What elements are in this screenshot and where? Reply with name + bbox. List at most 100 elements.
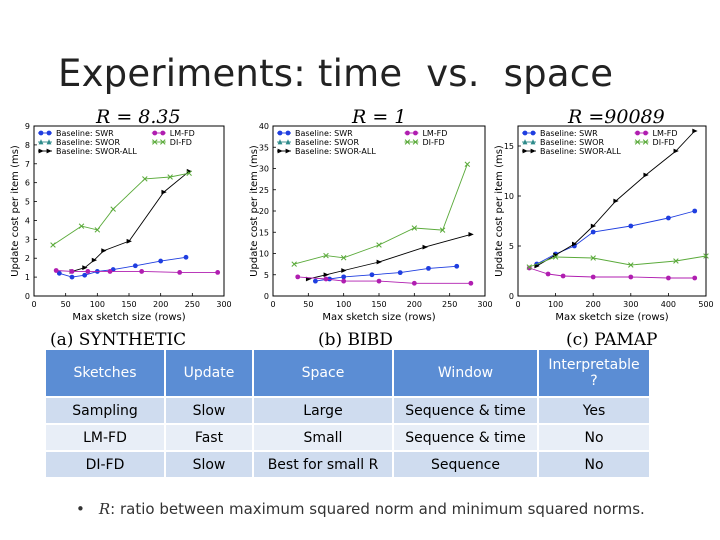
bullet-dot-icon: • bbox=[76, 500, 85, 518]
data-point bbox=[341, 268, 347, 273]
chart-pamap: 0 100 200 300 400 500 0 5 10 15 Max sketch size (r… bbox=[494, 125, 714, 323]
data-point bbox=[468, 280, 474, 286]
table-header-cell: Window bbox=[394, 350, 537, 396]
table-cell: Best for small R bbox=[254, 452, 392, 477]
data-point bbox=[590, 274, 596, 280]
chart-bibd: 0 50 100 150 200 250 300 0 5 10 15 20 25 30 35 40 Max sk… bbox=[249, 122, 493, 323]
data-point bbox=[560, 273, 566, 279]
data-point bbox=[295, 274, 301, 280]
data-point bbox=[291, 261, 297, 267]
data-point bbox=[572, 241, 578, 247]
footnote-bullet: • R: ratio between maximum squared norm a… bbox=[76, 500, 645, 518]
data-point bbox=[341, 274, 347, 280]
data-point bbox=[139, 269, 145, 274]
x-axis-label: Max sketch size (rows) bbox=[72, 312, 185, 323]
y-tick-label: 15 bbox=[504, 142, 514, 151]
series-line-5 bbox=[529, 255, 707, 268]
data-point bbox=[313, 278, 318, 284]
table-header-cell: Space bbox=[254, 350, 392, 396]
data-point bbox=[590, 255, 596, 261]
legend-entry: Baseline: SWR bbox=[277, 129, 353, 138]
data-point bbox=[369, 272, 375, 278]
data-point bbox=[323, 276, 329, 282]
x-tick-label: 0 bbox=[515, 300, 520, 309]
data-point bbox=[110, 206, 116, 212]
x-tick-label: 300 bbox=[477, 300, 492, 309]
x-tick-label: 200 bbox=[153, 300, 168, 309]
data-point bbox=[56, 270, 62, 276]
data-point bbox=[161, 189, 167, 195]
y-tick-label: 15 bbox=[259, 228, 269, 237]
data-point bbox=[590, 223, 597, 229]
data-point bbox=[552, 254, 559, 260]
data-point bbox=[439, 227, 446, 233]
data-point bbox=[628, 262, 634, 268]
legend-label: DI-FD bbox=[653, 138, 675, 147]
data-point bbox=[703, 253, 709, 259]
y-axis-label: Update cost per item (ms) bbox=[249, 145, 260, 277]
data-point bbox=[411, 280, 417, 286]
x-tick-label: 0 bbox=[270, 300, 275, 309]
data-point bbox=[692, 128, 698, 134]
legend-label: Baseline: SWOR bbox=[540, 138, 604, 147]
legend-entry: Baseline: SWOR bbox=[38, 138, 120, 147]
data-point bbox=[545, 271, 551, 277]
legend-label: LM-FD bbox=[422, 129, 447, 138]
legend-label: Baseline: SWOR bbox=[56, 138, 120, 147]
legend-label: Baseline: SWOR-ALL bbox=[540, 147, 621, 156]
table-header-cell: Update bbox=[166, 350, 252, 396]
table-cell: Large bbox=[254, 398, 392, 423]
data-point bbox=[376, 242, 382, 248]
chart-title-pamap: R =90089 bbox=[568, 106, 665, 128]
x-tick-label: 0 bbox=[31, 300, 36, 309]
data-point bbox=[426, 265, 431, 271]
data-point bbox=[673, 148, 679, 154]
legend-entry: Baseline: SWOR-ALL bbox=[277, 147, 376, 156]
data-point bbox=[94, 227, 101, 233]
table-cell: LM-FD bbox=[46, 425, 164, 450]
chart-title-synthetic: R = 8.35 bbox=[96, 106, 181, 128]
y-tick-label: 25 bbox=[259, 186, 269, 195]
y-tick-label: 6 bbox=[25, 179, 30, 188]
data-point bbox=[323, 252, 329, 259]
caption-synthetic: (a) SYNTHETIC bbox=[50, 330, 187, 350]
x-tick-label: 300 bbox=[623, 300, 638, 309]
data-point bbox=[91, 257, 98, 263]
y-axis-label: Update cost per item (ms) bbox=[10, 145, 21, 277]
bullet-text: : ratio between maximum squared norm and… bbox=[110, 500, 645, 518]
y-tick-label: 2 bbox=[25, 254, 30, 263]
data-point bbox=[666, 215, 671, 221]
y-tick-label: 5 bbox=[509, 242, 514, 251]
data-point bbox=[376, 259, 382, 265]
data-point bbox=[411, 225, 418, 231]
legend-label: Baseline: SWOR bbox=[295, 138, 359, 147]
y-tick-label: 5 bbox=[264, 271, 269, 280]
table-cell: No bbox=[539, 452, 649, 477]
data-point bbox=[186, 170, 192, 176]
y-tick-label: 35 bbox=[259, 143, 269, 152]
y-tick-label: 0 bbox=[25, 292, 30, 301]
legend-label: Baseline: SWR bbox=[295, 129, 353, 138]
data-point bbox=[692, 208, 698, 214]
x-tick-label: 100 bbox=[90, 300, 105, 309]
series-line-3 bbox=[536, 130, 696, 267]
data-point bbox=[82, 265, 88, 271]
data-point bbox=[628, 223, 634, 229]
y-tick-label: 40 bbox=[259, 122, 269, 131]
table-header-cell: Interpretable ? bbox=[539, 350, 649, 396]
data-point bbox=[132, 263, 138, 269]
legend-label: Baseline: SWOR-ALL bbox=[56, 147, 137, 156]
x-tick-label: 200 bbox=[407, 300, 422, 309]
y-axis-label: Update cost per item (ms) bbox=[494, 145, 505, 277]
data-point bbox=[78, 223, 85, 229]
legend-label: DI-FD bbox=[170, 138, 192, 147]
y-tick-label: 30 bbox=[259, 165, 269, 174]
y-tick-label: 10 bbox=[504, 192, 514, 201]
table-row: DI-FD Slow Best for small R Sequence No bbox=[46, 452, 649, 477]
legend-entry: LM-FD bbox=[151, 129, 195, 138]
x-tick-label: 50 bbox=[303, 300, 313, 309]
series-line-3 bbox=[308, 233, 472, 280]
table-header-cell: Sketches bbox=[46, 350, 164, 396]
x-tick-label: 100 bbox=[336, 300, 351, 309]
x-tick-label: 100 bbox=[548, 300, 563, 309]
